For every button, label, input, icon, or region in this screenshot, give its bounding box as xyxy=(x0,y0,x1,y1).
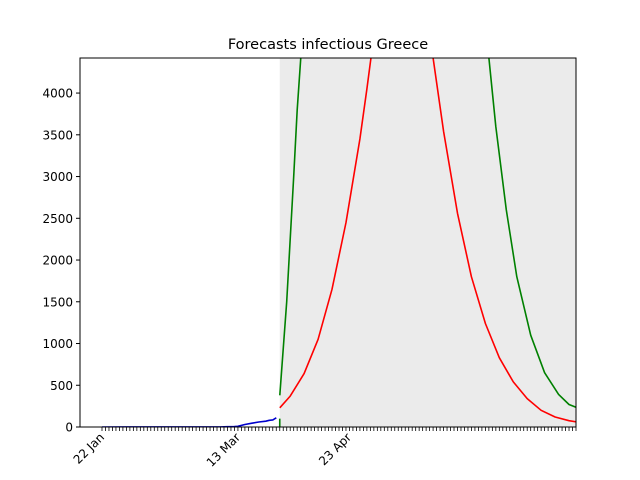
y-tick-label: 2500 xyxy=(42,212,73,226)
x-tick-label: 22 Jan xyxy=(71,430,107,466)
x-tick-label: 23 Apr xyxy=(316,430,354,468)
x-tick-labels: 22 Jan 13 Mar 23 Apr xyxy=(71,430,355,469)
series-line-upper xyxy=(279,58,576,409)
band-area xyxy=(279,58,576,427)
y-tick-label: 3500 xyxy=(42,128,73,142)
y-tick-label: 500 xyxy=(50,379,73,393)
y-tick-label: 0 xyxy=(65,421,73,435)
y-tick-label: 1000 xyxy=(42,337,73,351)
x-axis xyxy=(101,427,577,431)
series-line-forecast xyxy=(279,58,576,423)
y-axis: 0 500 1000 1500 2000 2500 3000 3500 4000 xyxy=(42,87,80,435)
chart-title: Forecasts infectious Greece xyxy=(228,37,428,53)
series-line-observed xyxy=(101,417,277,427)
x-tick-label: 13 Mar xyxy=(204,430,243,469)
plot-frame xyxy=(79,57,577,428)
y-tick-label: 4000 xyxy=(42,87,73,101)
y-tick-label: 1500 xyxy=(42,295,73,309)
y-tick-label: 3000 xyxy=(42,170,73,184)
confidence-band xyxy=(279,58,576,427)
y-tick-label: 2000 xyxy=(42,254,73,268)
